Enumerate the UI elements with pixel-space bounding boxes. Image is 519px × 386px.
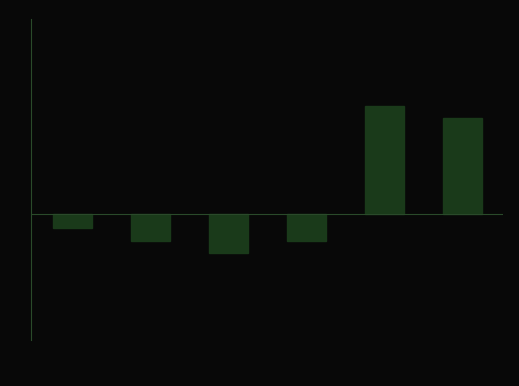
Bar: [209, 214, 248, 253]
Bar: [365, 106, 404, 214]
Bar: [131, 214, 170, 241]
Bar: [443, 118, 482, 214]
Bar: [52, 214, 92, 228]
Bar: [287, 214, 326, 241]
